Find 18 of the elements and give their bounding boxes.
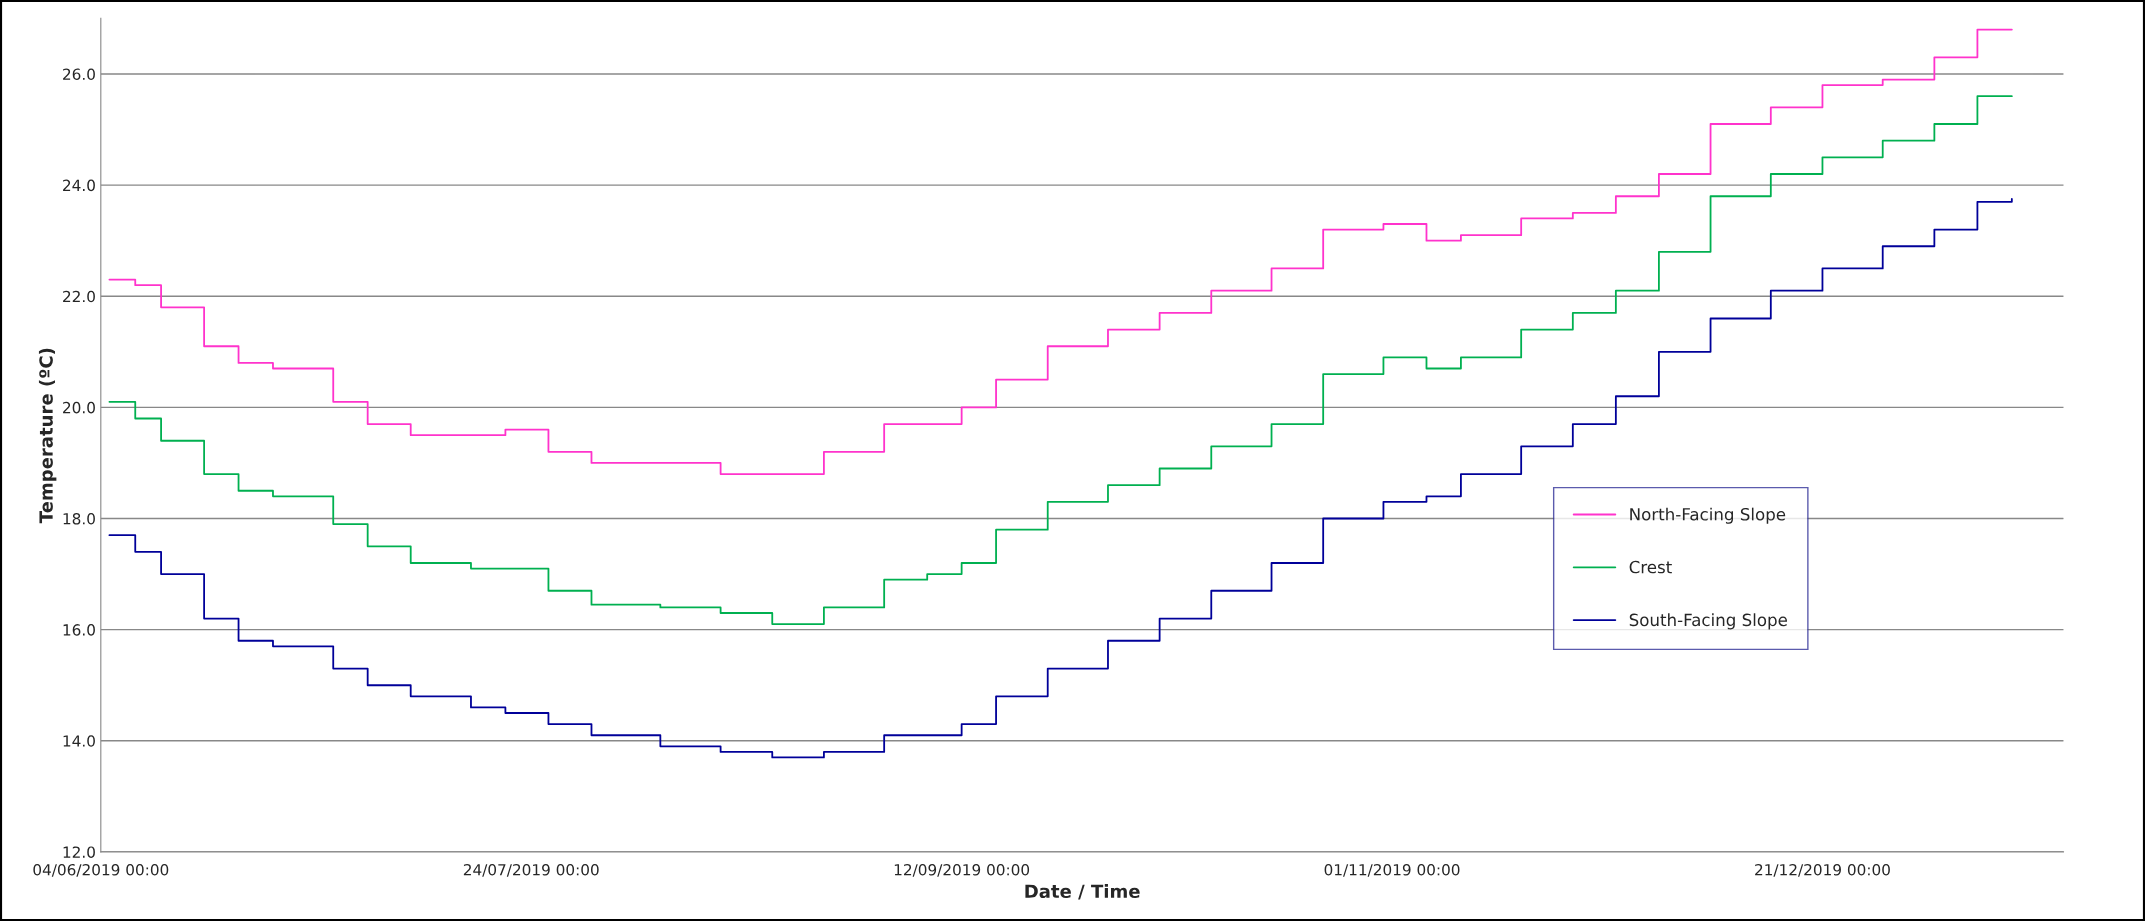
- y-tick-label: 20.0: [63, 401, 95, 414]
- x-tick-label: 04/06/2019 00:00: [33, 864, 169, 877]
- x-tick-label: 12/09/2019 00:00: [894, 864, 1030, 877]
- y-tick-label: 22.0: [63, 290, 95, 303]
- x-axis-title: Date / Time: [1025, 884, 1140, 900]
- y-tick-label: 16.0: [63, 624, 95, 636]
- legend-label: South-Facing Slope: [1629, 613, 1787, 630]
- legend-label: Crest: [1629, 560, 1672, 574]
- y-tick-label: 24.0: [63, 179, 95, 192]
- y-tick-label: 12.0: [63, 846, 95, 858]
- x-tick-label: 01/11/2019 00:00: [1324, 864, 1460, 877]
- y-tick-label: 14.0: [63, 735, 95, 747]
- legend-label: North-Facing Slope: [1630, 507, 1786, 524]
- y-tick-label: 18.0: [63, 512, 95, 525]
- x-tick-label: 24/07/2019 00:00: [463, 864, 599, 877]
- y-axis-title: Temperature (ºC): [38, 348, 57, 524]
- x-tick-label: 21/12/2019 00:00: [1755, 864, 1890, 877]
- y-tick-label: 26.0: [63, 68, 95, 81]
